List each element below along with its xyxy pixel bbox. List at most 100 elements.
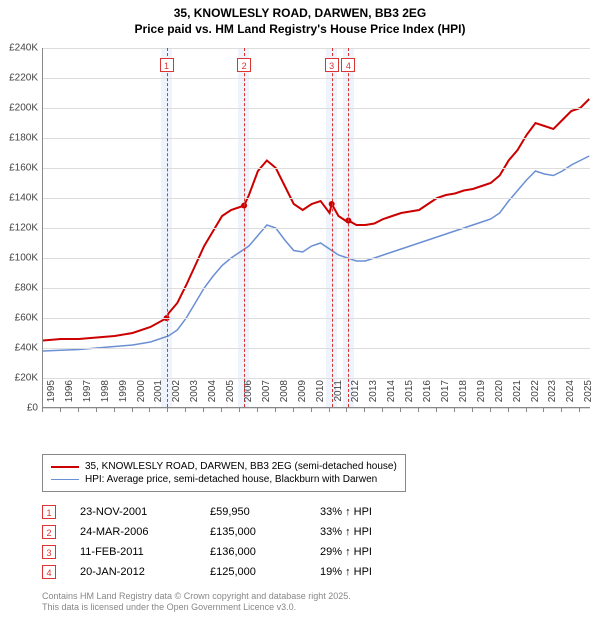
sale-marker-4: 4 [341,58,355,72]
plot-region: 1 2 34 [42,48,590,408]
x-tick [60,408,61,412]
y-axis-label: £140K [0,193,38,204]
legend-swatch [51,479,79,480]
transaction-hpi: 33% ↑ HPI [320,526,410,538]
y-gridline [43,378,590,379]
x-tick [526,408,527,412]
sale-vline [244,48,245,407]
x-axis-label: 2013 [368,380,379,414]
x-axis-label: 2000 [136,380,147,414]
transaction-price: £136,000 [210,546,320,558]
x-axis-label: 2023 [547,380,558,414]
y-gridline [43,348,590,349]
transaction-row: 420-JAN-2012£125,00019% ↑ HPI [42,562,410,582]
x-tick [293,408,294,412]
x-axis-label: 2005 [225,380,236,414]
sale-marker-3: 3 [325,58,339,72]
x-tick [167,408,168,412]
x-tick [543,408,544,412]
y-gridline [43,258,590,259]
y-axis-label: £100K [0,253,38,264]
y-gridline [43,228,590,229]
footer-attribution: Contains HM Land Registry data © Crown c… [42,591,351,614]
x-axis-label: 2009 [297,380,308,414]
x-axis-label: 2020 [494,380,505,414]
transaction-table: 123-NOV-2001£59,95033% ↑ HPI224-MAR-2006… [42,502,410,582]
transaction-hpi: 19% ↑ HPI [320,566,410,578]
transaction-hpi: 33% ↑ HPI [320,506,410,518]
title-line-1: 35, KNOWLESLY ROAD, DARWEN, BB3 2EG [0,6,600,22]
title-block: 35, KNOWLESLY ROAD, DARWEN, BB3 2EG Pric… [0,0,600,37]
chart-container: 35, KNOWLESLY ROAD, DARWEN, BB3 2EG Pric… [0,0,600,620]
x-axis-label: 2022 [530,380,541,414]
legend-label: HPI: Average price, semi-detached house,… [85,474,377,485]
y-axis-label: £160K [0,163,38,174]
x-tick [239,408,240,412]
transaction-index-box: 1 [42,505,56,519]
legend: 35, KNOWLESLY ROAD, DARWEN, BB3 2EG (sem… [42,454,406,492]
sale-marker-1: 1 [160,58,174,72]
transaction-row: 224-MAR-2006£135,00033% ↑ HPI [42,522,410,542]
x-axis-label: 2025 [583,380,594,414]
x-axis-label: 2002 [171,380,182,414]
legend-row: 35, KNOWLESLY ROAD, DARWEN, BB3 2EG (sem… [51,461,397,472]
x-axis-label: 2012 [350,380,361,414]
x-axis-label: 1997 [82,380,93,414]
x-axis-label: 2004 [207,380,218,414]
series-line [43,99,589,341]
x-axis-label: 2019 [476,380,487,414]
transaction-date: 11-FEB-2011 [80,546,210,558]
x-axis-label: 2008 [279,380,290,414]
legend-row: HPI: Average price, semi-detached house,… [51,474,397,485]
x-tick [42,408,43,412]
x-tick [436,408,437,412]
x-axis-label: 2021 [512,380,523,414]
x-axis-label: 2010 [315,380,326,414]
sale-vline [332,48,333,407]
x-tick [114,408,115,412]
x-tick [275,408,276,412]
transaction-row: 3 11-FEB-2011£136,00029% ↑ HPI [42,542,410,562]
x-tick [149,408,150,412]
transaction-price: £125,000 [210,566,320,578]
y-axis-label: £120K [0,223,38,234]
x-tick [418,408,419,412]
y-gridline [43,138,590,139]
x-axis-label: 2007 [261,380,272,414]
footer-line-2: This data is licensed under the Open Gov… [42,602,351,614]
transaction-date: 24-MAR-2006 [80,526,210,538]
y-axis-label: £220K [0,73,38,84]
x-axis-label: 2001 [153,380,164,414]
x-tick [221,408,222,412]
y-gridline [43,198,590,199]
y-axis-label: £200K [0,103,38,114]
x-axis-label: 2024 [565,380,576,414]
transaction-price: £135,000 [210,526,320,538]
legend-label: 35, KNOWLESLY ROAD, DARWEN, BB3 2EG (sem… [85,461,397,472]
y-gridline [43,48,590,49]
x-tick [96,408,97,412]
transaction-index-box: 4 [42,565,56,579]
y-gridline [43,288,590,289]
x-axis-label: 2011 [333,380,344,414]
transaction-hpi: 29% ↑ HPI [320,546,410,558]
transaction-index-box: 3 [42,545,56,559]
sale-marker-2: 2 [237,58,251,72]
footer-line-1: Contains HM Land Registry data © Crown c… [42,591,351,603]
x-axis-label: 1998 [100,380,111,414]
x-tick [132,408,133,412]
x-tick [579,408,580,412]
x-tick [185,408,186,412]
x-axis-label: 2014 [386,380,397,414]
y-gridline [43,168,590,169]
x-tick [311,408,312,412]
series-line [43,156,589,351]
x-axis-label: 1996 [64,380,75,414]
y-gridline [43,108,590,109]
legend-swatch [51,466,79,468]
y-gridline [43,78,590,79]
x-tick [472,408,473,412]
x-tick [490,408,491,412]
x-tick [364,408,365,412]
y-axis-label: £40K [0,343,38,354]
